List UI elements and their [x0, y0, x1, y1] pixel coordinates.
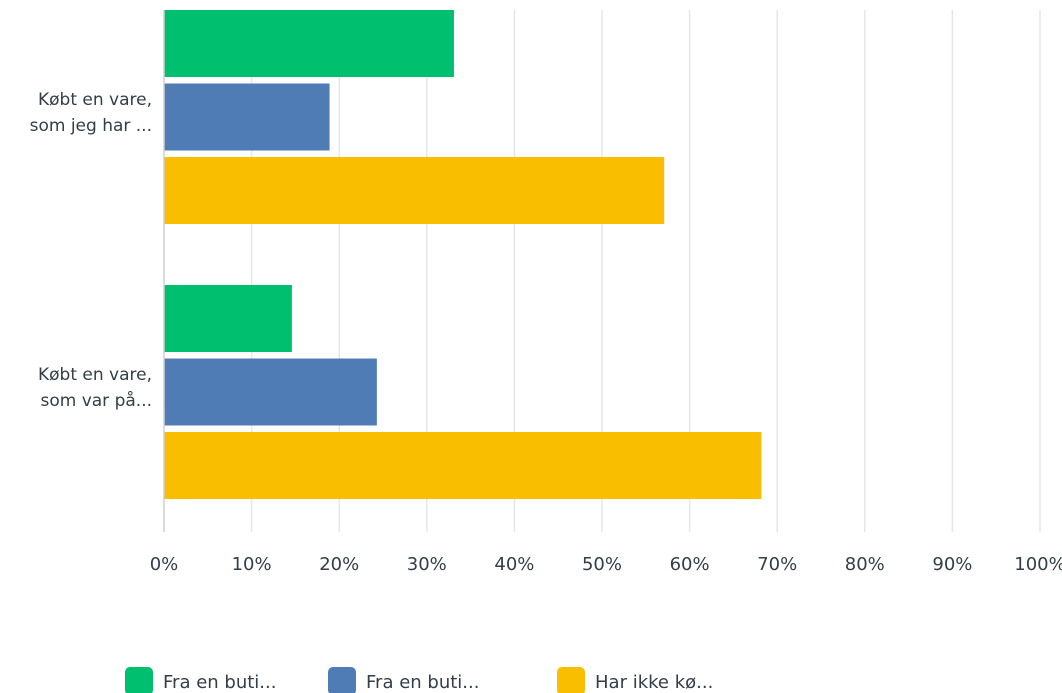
labels: 0% 10% 20% 30% 40% 50% 60% 70% 80% 90% 100% Købt en… — [30, 90, 1062, 575]
legend-item: Fra en buti... — [125, 667, 276, 693]
bar — [164, 83, 330, 151]
category-label-line: som jeg har ... — [30, 116, 152, 136]
legend-swatch — [557, 667, 585, 693]
x-tick-label: 30% — [407, 554, 447, 575]
bar — [164, 432, 762, 499]
category-label-line: Købt en vare, — [38, 365, 152, 385]
legend-label: Har ikke kø... — [595, 672, 713, 693]
x-tick-label: 10% — [232, 554, 272, 575]
x-tick-label: 60% — [670, 554, 710, 575]
legend-item: Har ikke kø... — [557, 667, 713, 693]
legend-label: Fra en buti... — [366, 672, 479, 693]
gridlines — [250, 10, 1041, 532]
x-tick-label: 100% — [1014, 554, 1062, 575]
legend-swatch — [125, 667, 153, 693]
x-tick-label: 70% — [757, 554, 797, 575]
category-label-line: Købt en vare, — [38, 90, 152, 110]
category-label: Købt en vare, som var på... — [38, 365, 152, 411]
x-tick-label: 20% — [319, 554, 359, 575]
x-tick-label: 40% — [494, 554, 534, 575]
x-tick-label: 90% — [932, 554, 972, 575]
x-tick-label: 80% — [845, 554, 885, 575]
bars — [164, 10, 762, 499]
x-tick-label: 0% — [150, 554, 179, 575]
bar — [164, 157, 665, 224]
legend-item: Fra en buti... — [328, 667, 479, 693]
legend: Fra en buti... Fra en buti... Har ikke kø.… — [125, 667, 713, 693]
bar — [164, 10, 454, 77]
category-label-line: som var på... — [40, 390, 152, 411]
bar — [164, 285, 292, 352]
legend-swatch — [328, 667, 356, 693]
bar — [164, 358, 377, 426]
legend-label: Fra en buti... — [163, 672, 276, 693]
x-tick-label: 50% — [582, 554, 622, 575]
category-label: Købt en vare, som jeg har ... — [30, 90, 152, 136]
